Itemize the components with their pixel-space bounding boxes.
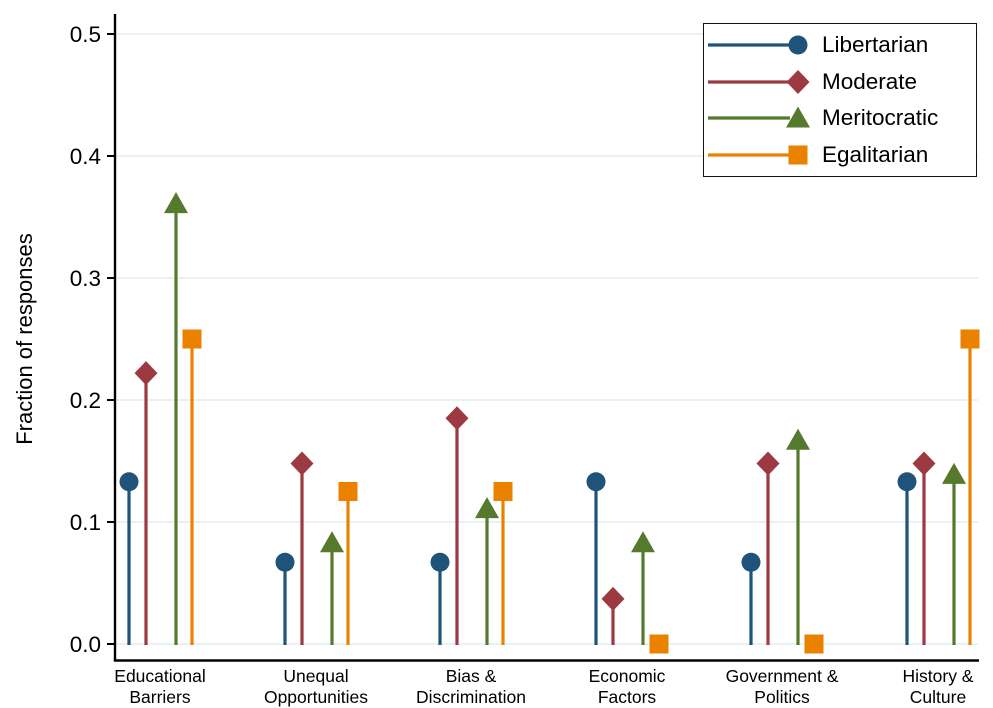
x-tick-label: Politics <box>754 687 810 707</box>
x-tick-label: Government & <box>726 666 839 686</box>
legend-label: Moderate <box>822 68 918 94</box>
diamond-marker-icon <box>756 451 780 476</box>
square-marker-icon <box>960 329 980 349</box>
circle-marker-icon <box>788 35 808 55</box>
triangle-marker-icon <box>708 106 810 128</box>
square-marker-icon <box>649 634 669 654</box>
diamond-marker-icon <box>708 69 810 94</box>
triangle-marker-icon <box>631 531 655 553</box>
triangle-marker-icon <box>786 106 810 128</box>
triangle-marker-icon <box>475 497 499 519</box>
triangle-marker-icon <box>942 462 966 484</box>
x-tick-label: Bias & <box>446 666 497 686</box>
legend-label: Meritocratic <box>822 105 939 131</box>
triangle-marker-icon <box>164 192 188 214</box>
legend-label: Egalitarian <box>822 141 929 167</box>
x-tick-label: Educational <box>114 666 205 686</box>
diamond-marker-icon <box>786 69 810 94</box>
y-tick-label: 0.2 <box>70 388 101 413</box>
diamond-marker-icon <box>445 406 469 431</box>
x-tick-label: Culture <box>910 687 966 707</box>
y-tick-label: 0.1 <box>70 510 101 535</box>
x-tick-label: Barriers <box>129 687 191 707</box>
square-marker-icon <box>182 329 202 349</box>
diamond-marker-icon <box>912 451 936 476</box>
legend-item-meritocratic: Meritocratic <box>704 101 976 135</box>
diamond-marker-icon <box>290 451 314 476</box>
triangle-marker-icon <box>786 428 810 450</box>
legend-item-egalitarian: Egalitarian <box>704 138 976 172</box>
x-tick-label: Opportunities <box>264 687 368 707</box>
circle-marker-icon <box>275 552 295 572</box>
x-tick-label: Factors <box>598 687 657 707</box>
y-tick-label: 0.0 <box>70 632 101 657</box>
circle-marker-icon <box>586 472 606 492</box>
y-tick-label: 0.5 <box>70 22 101 47</box>
circle-marker-icon <box>897 472 917 492</box>
circle-marker-icon <box>119 472 139 492</box>
x-tick-label: Unequal <box>283 666 348 686</box>
square-marker-icon <box>338 482 358 501</box>
square-marker-icon <box>804 634 824 654</box>
circle-marker-icon <box>741 552 761 572</box>
legend-item-moderate: Moderate <box>704 65 976 99</box>
x-tick-label: Discrimination <box>416 687 526 707</box>
legend-item-libertarian: Libertarian <box>704 28 976 62</box>
diamond-marker-icon <box>601 586 625 611</box>
square-marker-icon <box>788 145 808 165</box>
circle-marker-icon <box>430 552 450 572</box>
legend: Libertarian Moderate Meritocratic Egalit… <box>703 23 977 177</box>
y-tick-label: 0.4 <box>70 144 101 169</box>
triangle-marker-icon <box>320 531 344 553</box>
square-marker-icon <box>708 145 808 165</box>
legend-label: Libertarian <box>822 32 929 58</box>
x-tick-label: Economic <box>589 666 666 686</box>
diamond-marker-icon <box>134 361 158 386</box>
y-tick-label: 0.3 <box>70 266 101 291</box>
square-marker-icon <box>493 482 513 501</box>
x-tick-label: History & <box>903 666 974 686</box>
circle-marker-icon <box>708 35 808 55</box>
